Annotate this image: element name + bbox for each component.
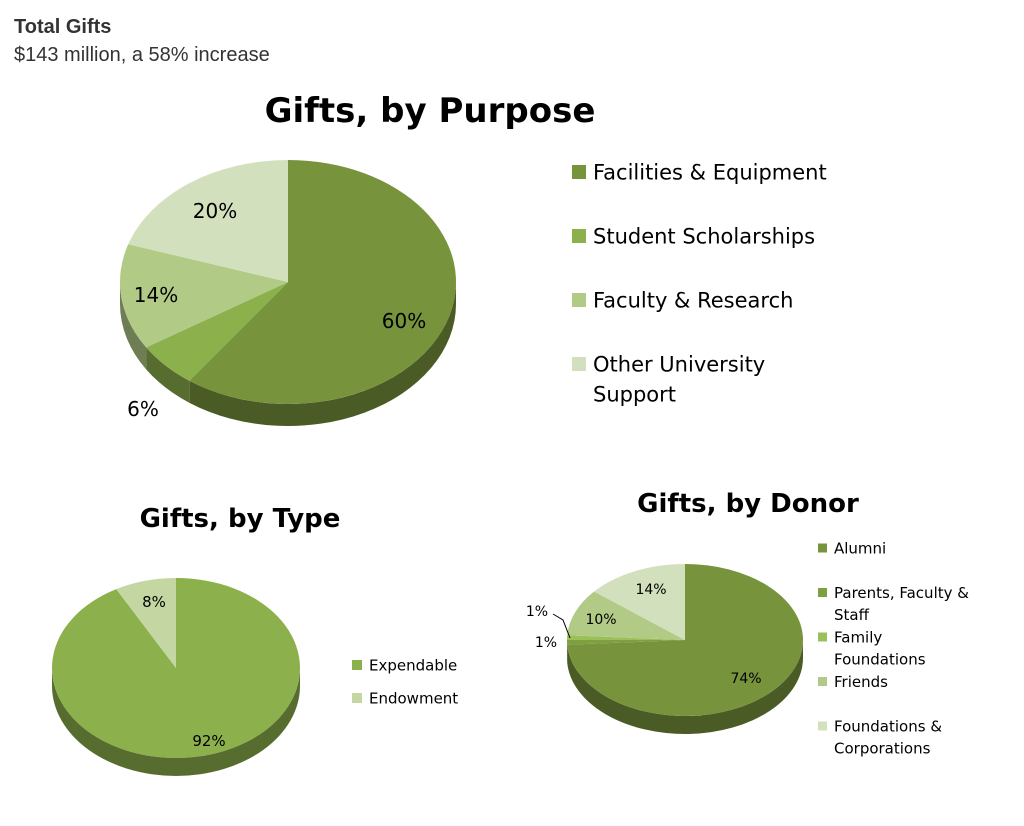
donor-legend-label-4: Foundations & Corporations <box>834 717 942 757</box>
purpose-pie-depth <box>120 282 456 426</box>
type-legend-swatch-0 <box>352 660 362 670</box>
purpose-legend-swatch-0 <box>572 165 586 179</box>
donor-legend-swatch-0 <box>818 543 827 553</box>
purpose-chart-title: Gifts, by Purpose <box>265 91 596 131</box>
purpose-legend-label-1: Student Scholarships <box>593 225 815 249</box>
purpose-slice-side-1 <box>146 347 190 403</box>
donor-legend-label-2: Family Foundations <box>834 628 926 668</box>
type-pie-depth <box>52 668 300 776</box>
type-pie-chart: 92% 8% Gifts, by Type Expendable Endowment <box>51 504 458 776</box>
donor-legend-swatch-1 <box>818 588 827 597</box>
type-slice-0 <box>51 578 300 758</box>
type-chart-title: Gifts, by Type <box>140 504 341 534</box>
donor-leader-line <box>552 613 571 639</box>
donor-data-label-3: 10% <box>585 612 616 628</box>
purpose-slice-1 <box>146 282 288 381</box>
purpose-slice-2 <box>120 244 288 348</box>
donor-legend-label-1: Parents, Faculty & Staff <box>834 584 969 624</box>
page-subtitle: $143 million, a 58% increase <box>14 44 270 66</box>
purpose-slice-side-0 <box>189 282 456 426</box>
purpose-legend-label-0: Facilities & Equipment <box>593 161 827 185</box>
purpose-slice-side-2 <box>120 282 147 370</box>
purpose-legend: Facilities & Equipment Student Scholarshi… <box>572 161 827 407</box>
purpose-legend-label-3: Other University Support <box>593 353 765 407</box>
purpose-data-label-1: 6% <box>127 397 159 421</box>
donor-pie-chart: 74% 1% 1% 10% 14% Gifts, by Donor Alumni Parent… <box>526 489 969 757</box>
type-legend: Expendable Endowment <box>352 656 458 707</box>
donor-slice-0 <box>567 564 804 716</box>
type-legend-label-0: Expendable <box>369 656 457 674</box>
type-data-label-1: 8% <box>142 593 166 611</box>
donor-chart-title: Gifts, by Donor <box>637 489 859 519</box>
purpose-legend-swatch-1 <box>572 229 586 243</box>
purpose-data-label-2: 14% <box>134 283 178 307</box>
donor-data-label-1: 1% <box>526 604 548 620</box>
donor-slice-1 <box>567 640 685 645</box>
purpose-pie-chart: 60% 6% 14% 20% Gifts, by Purpose Facilities &… <box>120 91 827 426</box>
donor-data-label-4: 14% <box>635 582 666 598</box>
donor-slice-4 <box>594 564 685 640</box>
donor-pie-depth <box>567 640 803 735</box>
donor-slice-3 <box>567 591 685 640</box>
donor-legend-swatch-4 <box>818 721 827 731</box>
purpose-data-label-0: 60% <box>382 309 426 333</box>
type-slice-1 <box>116 578 176 668</box>
type-data-label-0: 92% <box>192 732 225 750</box>
donor-legend-label-0: Alumni <box>834 539 886 557</box>
donor-legend-label-3: Friends <box>834 673 888 691</box>
type-legend-label-1: Endowment <box>369 689 458 707</box>
donor-slice-side-0 <box>567 640 803 735</box>
purpose-legend-label-2: Faculty & Research <box>593 289 793 313</box>
page-title: Total Gifts <box>14 16 112 38</box>
donor-data-label-2: 1% <box>535 635 557 651</box>
type-slice-side-0 <box>52 668 300 776</box>
donor-slice-2 <box>567 635 685 640</box>
donor-data-label-0: 74% <box>730 671 761 687</box>
purpose-slice-0 <box>189 160 457 404</box>
purpose-data-label-3: 20% <box>193 199 237 223</box>
purpose-legend-swatch-2 <box>572 293 586 307</box>
donor-legend-swatch-3 <box>818 677 827 686</box>
purpose-legend-swatch-3 <box>572 357 586 371</box>
purpose-slice-3 <box>128 160 288 282</box>
donor-legend-swatch-2 <box>818 632 827 642</box>
type-legend-swatch-1 <box>352 693 362 703</box>
